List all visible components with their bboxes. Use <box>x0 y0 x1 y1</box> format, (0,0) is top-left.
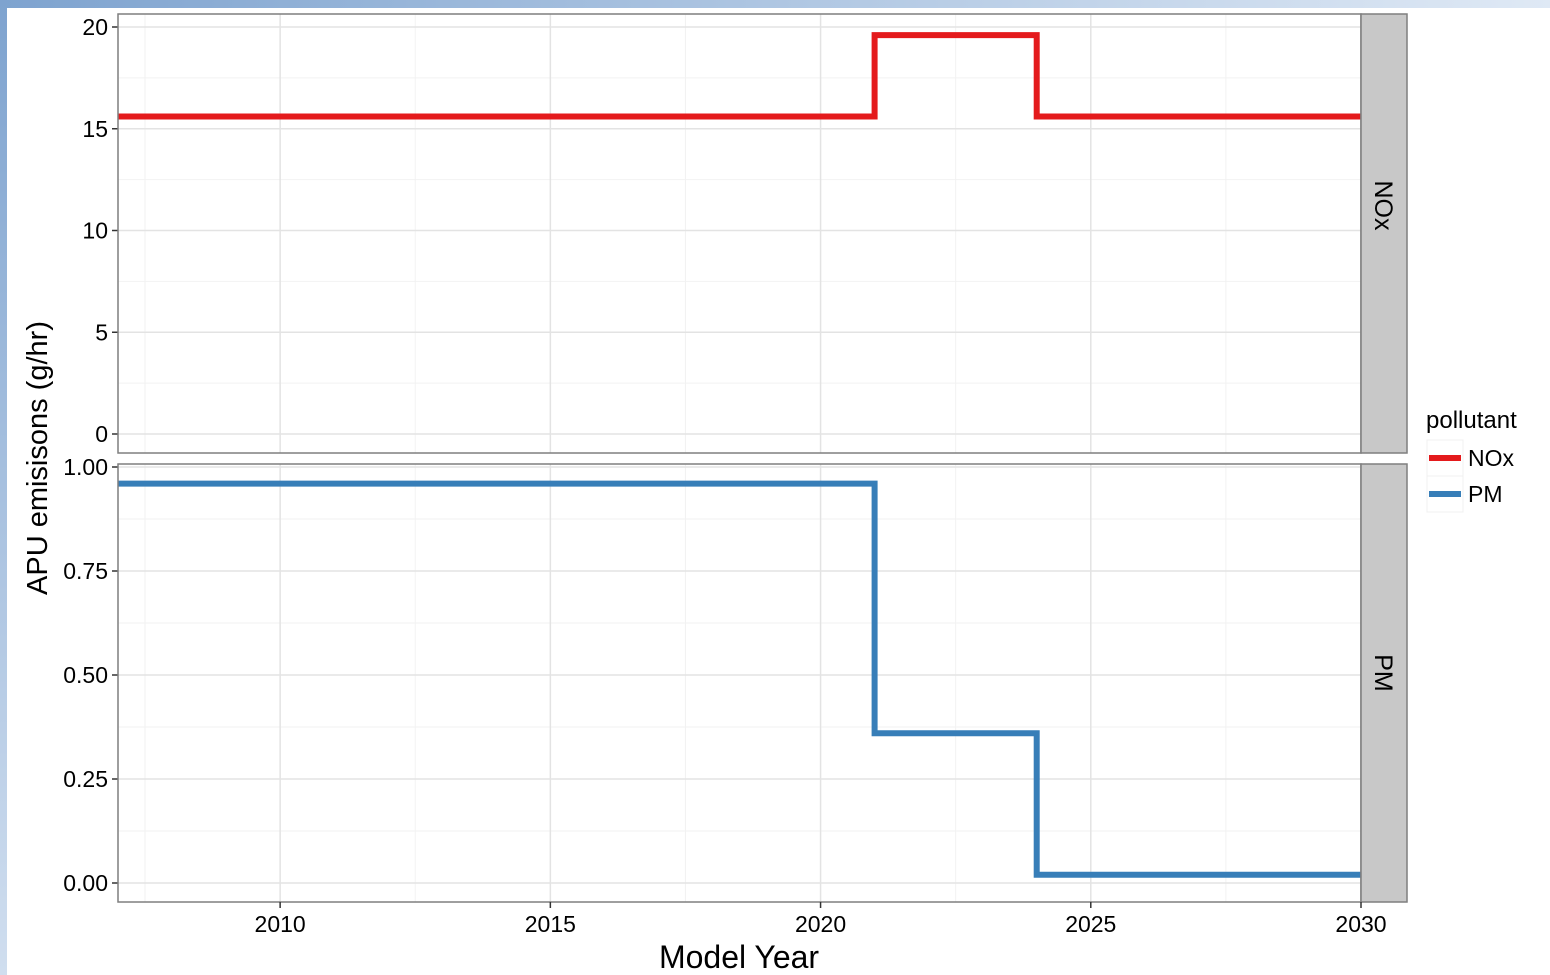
legend-title: pollutant <box>1426 407 1517 434</box>
x-tick-label: 2015 <box>525 911 576 937</box>
facet-panel-nox: 0 5 10 15 20 NOx <box>82 13 1408 454</box>
legend-label: NOx <box>1468 445 1515 471</box>
y-tick-label: 0.75 <box>63 558 108 584</box>
x-tick-label: 2025 <box>1065 911 1116 937</box>
y-tick-label: 0.00 <box>63 870 108 896</box>
series-line-pm <box>118 480 1361 878</box>
x-tick-label: 2010 <box>255 911 306 937</box>
facet-strip-label: PM <box>1369 654 1397 692</box>
y-tick-label: 15 <box>82 116 108 142</box>
y-tick-label: 1.00 <box>63 454 108 480</box>
x-axis-title: Model Year <box>659 939 819 975</box>
legend: pollutant NOx PM <box>1426 407 1517 513</box>
y-tick-label: 0 <box>95 421 108 447</box>
y-tick-label: 5 <box>95 319 108 345</box>
facet-strip-label: NOx <box>1369 181 1397 232</box>
x-axis: 2010 2015 2020 2025 2030 <box>255 902 1387 937</box>
legend-label: PM <box>1468 481 1503 507</box>
facet-strip <box>1360 463 1408 903</box>
panel-background <box>118 14 1361 453</box>
y-tick-label: 0.25 <box>63 766 108 792</box>
facet-panel-pm: 0.00 0.25 0.50 0.75 1.00 PM <box>63 454 1408 903</box>
y-axis-title: APU emisisons (g/hr) <box>22 321 54 595</box>
x-tick-label: 2030 <box>1335 911 1386 937</box>
x-tick-label: 2020 <box>795 911 846 937</box>
y-tick-label: 20 <box>82 14 108 40</box>
facet-strip <box>1360 13 1408 454</box>
y-tick-label: 0.50 <box>63 662 108 688</box>
panel-background <box>118 464 1361 902</box>
slide-edge-left <box>0 0 7 975</box>
series-line-nox <box>118 32 1361 120</box>
panels-layer: 0 5 10 15 20 NOx 0.00 0.25 0.50 0.75 1.00 PM <box>63 13 1408 903</box>
y-tick-label: 10 <box>82 218 108 244</box>
slide-edge-top <box>0 0 1550 8</box>
